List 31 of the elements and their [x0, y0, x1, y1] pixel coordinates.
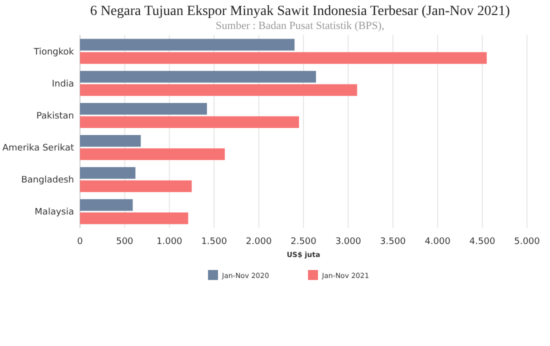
y-tick-label: Malaysia	[34, 208, 74, 218]
x-tick-label: 4.000	[424, 237, 451, 247]
bar	[80, 84, 358, 96]
x-tick-label: 5.000	[514, 237, 540, 247]
y-tick-label: Bangladesh	[21, 176, 74, 186]
bar	[80, 52, 487, 64]
x-tick-label: 0	[77, 237, 84, 247]
bar	[80, 167, 136, 179]
chart-title: 6 Negara Tujuan Ekspor Minyak Sawit Indonesia Terbesar (Jan-Nov 2021)	[90, 4, 510, 19]
y-tick-label: Pakistan	[36, 111, 74, 122]
x-tick-label: 3.000	[335, 237, 362, 247]
y-tick-label: India	[52, 79, 74, 90]
chart-subtitle: Sumber : Badan Pusat Statistik (BPS),	[216, 20, 385, 32]
bar	[80, 148, 225, 160]
bar	[80, 116, 300, 128]
x-tick-label: 1.500	[201, 237, 228, 247]
bar	[80, 135, 141, 147]
x-tick-label: 2.500	[290, 237, 317, 247]
bar	[80, 180, 192, 192]
x-tick-label: 1.000	[156, 237, 183, 247]
x-tick-label: 3.500	[380, 237, 406, 247]
bar	[80, 212, 188, 224]
bar	[80, 199, 133, 211]
x-tick-label: 4.500	[469, 237, 496, 247]
x-tick-label: 2.000	[246, 237, 272, 247]
y-tick-label: Tiongkok	[32, 47, 75, 58]
bar	[80, 70, 316, 83]
x-tick-label: 500	[116, 237, 134, 247]
bar	[80, 102, 207, 115]
y-tick-label: Amerika Serikat	[2, 144, 74, 154]
bar	[80, 38, 295, 51]
